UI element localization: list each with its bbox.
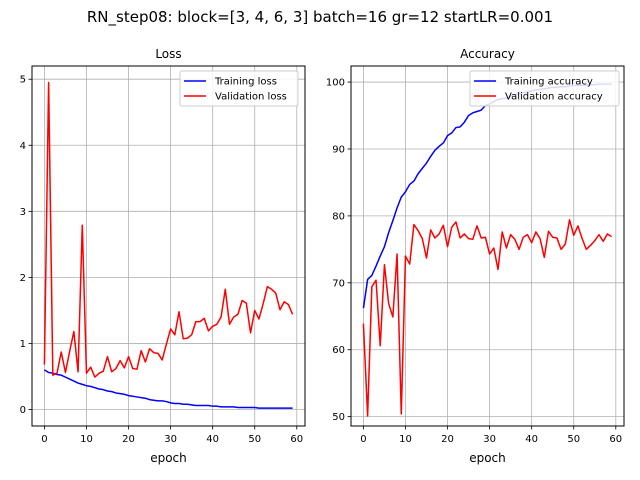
accuracy-y-tick-label: 50: [332, 412, 345, 423]
figure-title: RN_step08: block=[3, 4, 6, 3] batch=16 g…: [87, 8, 553, 27]
accuracy-y-tick-label: 60: [332, 345, 345, 356]
loss-y-tick-label: 3: [20, 207, 26, 218]
loss-validation-line: [43, 81, 294, 378]
accuracy-x-tick-label: 50: [567, 434, 580, 445]
loss-y-tick-label: 2: [20, 273, 26, 284]
loss-x-tick-label: 50: [248, 434, 261, 445]
accuracy-legend-label-training: Training accuracy: [504, 77, 593, 88]
accuracy-x-tick-label: 40: [525, 434, 538, 445]
accuracy-x-tick-label: 20: [441, 434, 454, 445]
accuracy-chart: Accuracy 0 10 20 30 40 50 60 50 60 70 80 90 100 epoc…: [326, 47, 625, 465]
loss-chart: Loss 0 10 20 30 40 50 60 0 1 2 3 4 5 epoch Training …: [20, 47, 306, 465]
loss-x-tick-label: 20: [122, 434, 135, 445]
loss-y-tick-label: 5: [20, 75, 26, 86]
loss-y-tick-label: 0: [20, 405, 26, 416]
accuracy-y-tick-label: 90: [332, 144, 345, 155]
accuracy-x-tick-label: 10: [399, 434, 412, 445]
accuracy-series-lines: [362, 83, 612, 417]
accuracy-training-line: [362, 83, 612, 309]
accuracy-chart-title: Accuracy: [460, 47, 515, 61]
loss-legend: Training loss Validation loss: [179, 70, 299, 107]
accuracy-legend-box: [469, 70, 620, 107]
accuracy-x-tick-label: 0: [360, 434, 366, 445]
loss-x-axis-label: epoch: [150, 451, 187, 465]
accuracy-legend-label-validation: Validation accuracy: [505, 92, 603, 103]
loss-y-tick-label: 1: [20, 339, 26, 350]
loss-legend-label-training: Training loss: [214, 77, 277, 88]
loss-training-line: [44, 369, 293, 409]
accuracy-y-tick-label: 70: [332, 278, 345, 289]
accuracy-x-axis-label: epoch: [469, 451, 506, 465]
loss-series-lines: [43, 81, 294, 409]
accuracy-x-tick-label: 30: [483, 434, 496, 445]
loss-x-tick-label: 10: [80, 434, 93, 445]
accuracy-y-tick-label: 100: [326, 78, 345, 89]
loss-x-tick-label: 60: [290, 434, 303, 445]
loss-plot-frame: [31, 65, 306, 427]
accuracy-x-tick-label: 60: [609, 434, 622, 445]
accuracy-legend: Training accuracy Validation accuracy: [469, 70, 620, 107]
accuracy-validation-line: [362, 219, 612, 417]
loss-ticks: 0 10 20 30 40 50 60 0 1 2 3 4 5: [20, 75, 304, 445]
loss-legend-label-validation: Validation loss: [215, 92, 287, 103]
loss-chart-title: Loss: [155, 47, 181, 61]
loss-grid: [32, 66, 305, 426]
loss-x-tick-label: 0: [41, 434, 47, 445]
accuracy-ticks: 0 10 20 30 40 50 60 50 60 70 80 90 100: [326, 78, 622, 445]
loss-x-tick-label: 30: [164, 434, 177, 445]
accuracy-plot-frame: [350, 65, 625, 427]
loss-y-tick-label: 4: [20, 141, 26, 152]
loss-x-tick-label: 40: [206, 434, 219, 445]
accuracy-y-tick-label: 80: [332, 211, 345, 222]
loss-legend-box: [179, 70, 299, 107]
